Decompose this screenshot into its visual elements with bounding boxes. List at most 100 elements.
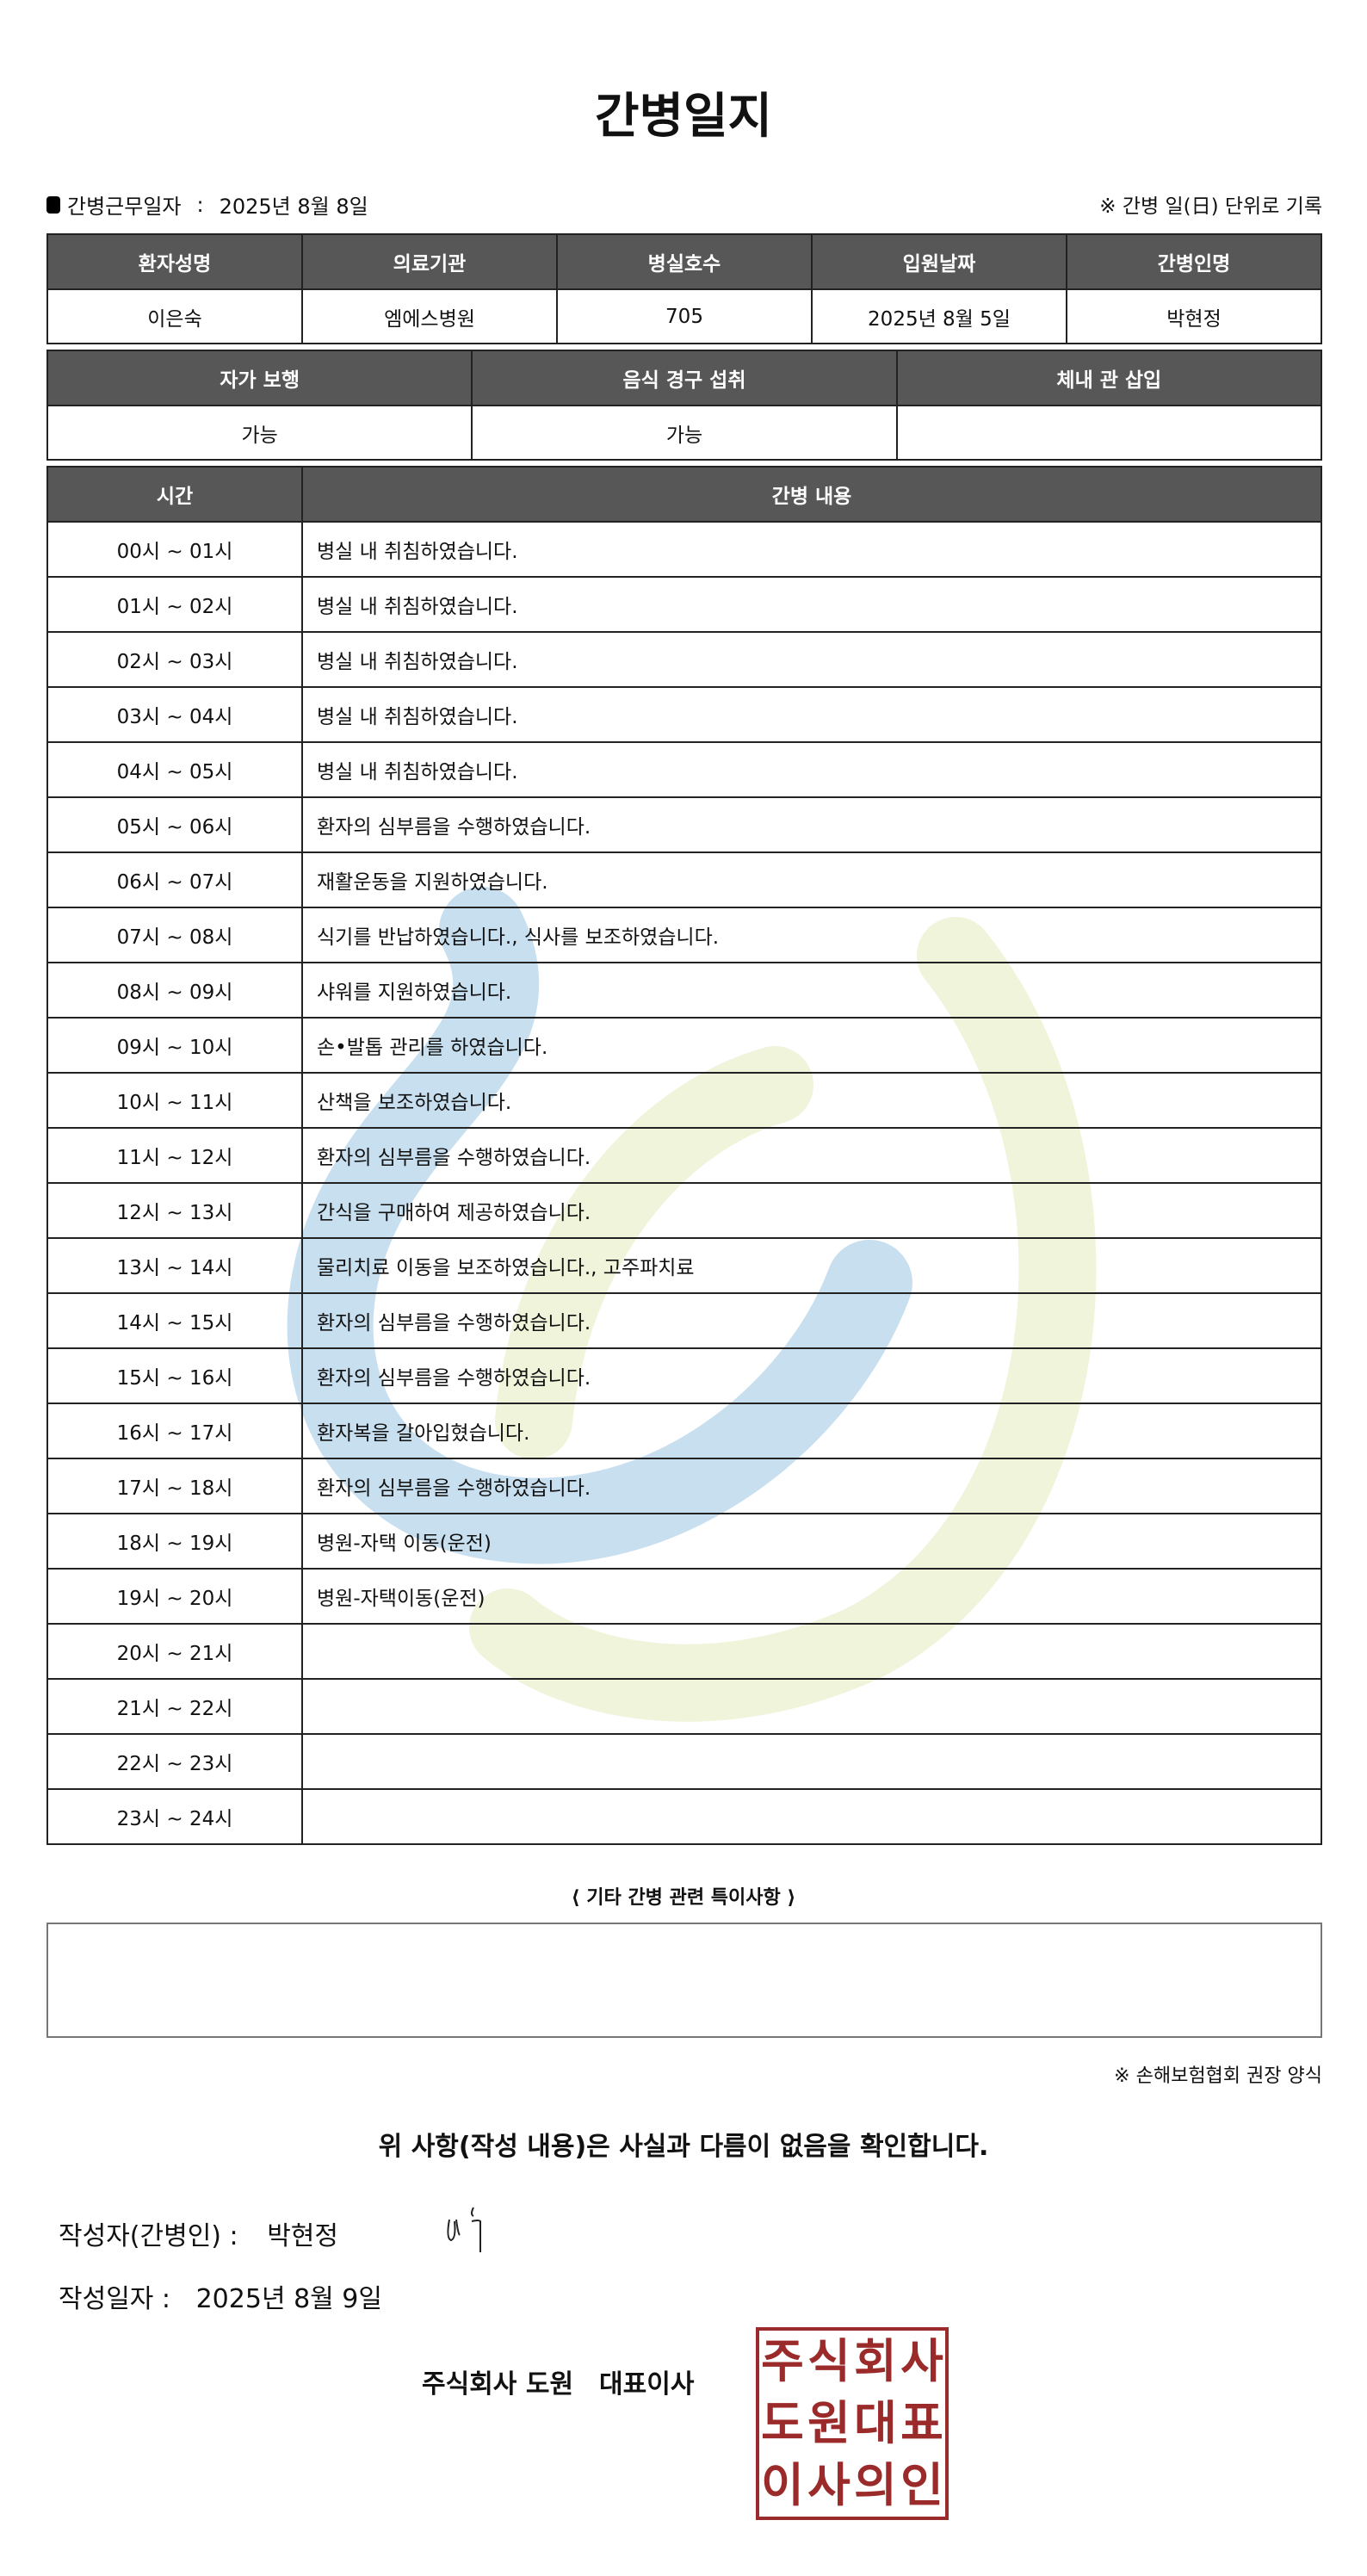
log-row: 15시 ~ 16시 환자의 심부름을 수행하였습니다. [46, 1347, 1322, 1404]
log-row: 00시 ~ 01시 병실 내 취침하였습니다. [46, 521, 1322, 578]
care-log-table: 시간 간병 내용 00시 ~ 01시 병실 내 취침하였습니다. 01시 ~ 02시… [46, 466, 1322, 1845]
header-room: 병실호수 [556, 233, 813, 290]
writer: 작성자(간병인) : 박현정 [59, 2214, 338, 2252]
patient-name: 이은숙 [46, 288, 303, 344]
log-row: 22시 ~ 23시 [46, 1733, 1322, 1790]
log-row: 19시 ~ 20시 병원-자택이동(운전) [46, 1568, 1322, 1625]
tube-value [895, 405, 1323, 461]
log-time: 02시 ~ 03시 [46, 631, 303, 688]
oral-intake-value: 가능 [471, 405, 898, 461]
log-row: 02시 ~ 03시 병실 내 취침하였습니다. [46, 631, 1322, 688]
log-content: 병실 내 취침하였습니다. [301, 521, 1322, 578]
log-row: 04시 ~ 05시 병실 내 취침하였습니다. [46, 741, 1322, 798]
log-content [301, 1623, 1322, 1680]
log-time: 14시 ~ 15시 [46, 1292, 303, 1349]
caregiver-name: 박현정 [1066, 288, 1322, 344]
log-content: 병실 내 취침하였습니다. [301, 631, 1322, 688]
log-content: 환자의 심부름을 수행하였습니다. [301, 1292, 1322, 1349]
log-content: 손•발톱 관리를 하였습니다. [301, 1017, 1322, 1074]
log-time: 17시 ~ 18시 [46, 1458, 303, 1514]
log-row: 07시 ~ 08시 식기를 반납하였습니다., 식사를 보조하였습니다. [46, 907, 1322, 963]
log-time: 08시 ~ 09시 [46, 962, 303, 1019]
log-time: 19시 ~ 20시 [46, 1568, 303, 1625]
seal-character: 표 [900, 2396, 943, 2450]
remarks-label: ⟨ 기타 간병 관련 특이사항 ⟩ [571, 1887, 796, 1909]
log-row: 20시 ~ 21시 [46, 1623, 1322, 1680]
header-patient-name: 환자성명 [46, 233, 303, 290]
log-row: 09시 ~ 10시 손•발톱 관리를 하였습니다. [46, 1017, 1322, 1074]
log-content: 환자의 심부름을 수행하였습니다. [301, 796, 1322, 853]
log-content: 병실 내 취침하였습니다. [301, 576, 1322, 633]
unit-note: ※ 간병 일(日) 단위로 기록 [1099, 195, 1322, 218]
log-time: 15시 ~ 16시 [46, 1347, 303, 1404]
log-time: 07시 ~ 08시 [46, 907, 303, 963]
seal-character: 회 [854, 2334, 897, 2388]
patient-status-table: 자가 보행 음식 경구 섭취 체내 관 삽입 가능 가능 [46, 350, 1323, 461]
log-time: 22시 ~ 23시 [46, 1733, 303, 1790]
log-content: 산책을 보조하였습니다. [301, 1072, 1322, 1129]
log-row: 08시 ~ 09시 샤워를 지원하였습니다. [46, 962, 1322, 1019]
log-content: 병실 내 취침하였습니다. [301, 686, 1322, 743]
seal-character: 주 [761, 2334, 804, 2388]
hospital: 엠에스병원 [301, 288, 558, 344]
log-row: 21시 ~ 22시 [46, 1678, 1322, 1735]
seal-character: 원 [807, 2396, 851, 2450]
log-time: 03시 ~ 04시 [46, 686, 303, 743]
seal-character: 식 [807, 2334, 851, 2388]
log-time: 21시 ~ 22시 [46, 1678, 303, 1735]
log-row: 11시 ~ 12시 환자의 심부름을 수행하였습니다. [46, 1127, 1322, 1184]
log-row: 01시 ~ 02시 병실 내 취침하였습니다. [46, 576, 1322, 633]
log-time: 10시 ~ 11시 [46, 1072, 303, 1129]
signature [447, 2207, 481, 2252]
log-time: 12시 ~ 13시 [46, 1182, 303, 1239]
write-date: 작성일자 : 2025년 8월 9일 [59, 2277, 382, 2315]
log-content [301, 1733, 1322, 1790]
log-content: 병원-자택 이동(운전) [301, 1513, 1322, 1570]
log-row: 05시 ~ 06시 환자의 심부름을 수행하였습니다. [46, 796, 1322, 853]
walking-value: 가능 [46, 405, 473, 461]
log-content: 재활운동을 지원하였습니다. [301, 851, 1322, 908]
header-time: 시간 [46, 466, 303, 523]
work-date: 간병근무일자 : 2025년 8월 8일 [46, 189, 368, 220]
confirmation-text: 위 사항(작성 내용)은 사실과 다름이 없음을 확인합니다. [378, 2132, 989, 2162]
log-content: 환자의 심부름을 수행하였습니다. [301, 1127, 1322, 1184]
work-date-sep: : [196, 192, 204, 217]
log-time: 09시 ~ 10시 [46, 1017, 303, 1074]
log-time: 11시 ~ 12시 [46, 1127, 303, 1184]
page-title: 간병일지 [594, 89, 773, 145]
log-row: 13시 ~ 14시 물리치료 이동을 보조하였습니다., 고주파치료 [46, 1237, 1322, 1294]
log-row: 03시 ~ 04시 병실 내 취침하였습니다. [46, 686, 1322, 743]
log-content: 병실 내 취침하였습니다. [301, 741, 1322, 798]
log-row: 06시 ~ 07시 재활운동을 지원하였습니다. [46, 851, 1322, 908]
insurance-note: ※ 손해보험협회 권장 양식 [1114, 2065, 1322, 2087]
log-row: 12시 ~ 13시 간식을 구매하여 제공하였습니다. [46, 1182, 1322, 1239]
log-row: 10시 ~ 11시 산책을 보조하였습니다. [46, 1072, 1322, 1129]
log-row: 17시 ~ 18시 환자의 심부름을 수행하였습니다. [46, 1458, 1322, 1514]
seal-character: 사 [900, 2334, 943, 2388]
log-content [301, 1678, 1322, 1735]
log-time: 18시 ~ 19시 [46, 1513, 303, 1570]
log-content: 환자의 심부름을 수행하였습니다. [301, 1347, 1322, 1404]
log-time: 23시 ~ 24시 [46, 1788, 303, 1845]
write-date-value: 2025년 8월 9일 [195, 2284, 382, 2314]
log-content: 병원-자택이동(운전) [301, 1568, 1322, 1625]
log-time: 01시 ~ 02시 [46, 576, 303, 633]
log-row: 14시 ~ 15시 환자의 심부름을 수행하였습니다. [46, 1292, 1322, 1349]
header-hospital: 의료기관 [301, 233, 558, 290]
write-date-label: 작성일자 : [59, 2284, 171, 2314]
log-content: 샤워를 지원하였습니다. [301, 962, 1322, 1019]
seal-character: 도 [761, 2396, 804, 2450]
header-walking: 자가 보행 [46, 350, 473, 406]
room-number: 705 [556, 288, 813, 344]
header-caregiver: 간병인명 [1066, 233, 1322, 290]
log-time: 06시 ~ 07시 [46, 851, 303, 908]
header-content: 간병 내용 [301, 466, 1322, 523]
log-row: 23시 ~ 24시 [46, 1788, 1322, 1845]
seal-character: 의 [854, 2458, 897, 2512]
writer-name: 박현정 [267, 2221, 339, 2251]
log-time: 16시 ~ 17시 [46, 1403, 303, 1459]
work-date-label: 간병근무일자 [67, 195, 182, 219]
work-date-value: 2025년 8월 8일 [219, 195, 368, 219]
log-time: 04시 ~ 05시 [46, 741, 303, 798]
